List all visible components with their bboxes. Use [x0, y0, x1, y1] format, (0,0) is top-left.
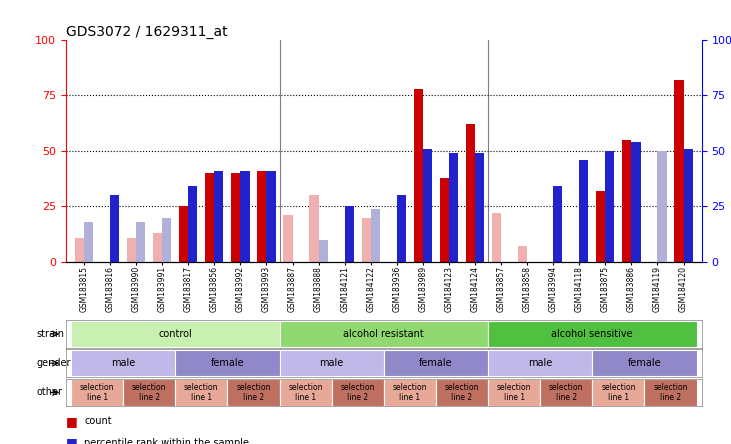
Bar [466, 124, 475, 262]
Bar [179, 206, 189, 262]
Bar [332, 379, 384, 406]
Bar [449, 153, 458, 262]
Bar [436, 379, 488, 406]
Bar [319, 240, 327, 262]
Bar [592, 379, 645, 406]
Bar [675, 80, 683, 262]
Text: selection
line 2: selection line 2 [132, 383, 167, 402]
Bar [414, 89, 423, 262]
Bar [488, 379, 540, 406]
Bar [592, 350, 697, 377]
Bar [71, 321, 279, 347]
Bar [279, 379, 332, 406]
Bar [488, 350, 592, 377]
Bar [553, 186, 562, 262]
Bar [214, 171, 224, 262]
Bar [153, 233, 162, 262]
Bar [240, 171, 249, 262]
Text: selection
line 2: selection line 2 [236, 383, 270, 402]
Bar [175, 379, 227, 406]
Bar [475, 153, 484, 262]
Text: ■: ■ [66, 415, 77, 428]
Bar [189, 186, 197, 262]
Text: alcohol sensitive: alcohol sensitive [551, 329, 633, 339]
Bar [645, 379, 697, 406]
Text: selection
line 1: selection line 1 [288, 383, 323, 402]
Bar [71, 379, 123, 406]
Bar [423, 149, 432, 262]
Text: female: female [211, 358, 244, 368]
Text: female: female [628, 358, 662, 368]
Bar [384, 350, 488, 377]
Text: ■: ■ [66, 436, 77, 444]
Bar [227, 379, 279, 406]
Text: male: male [528, 358, 553, 368]
Text: female: female [419, 358, 452, 368]
Bar [136, 222, 145, 262]
Bar [267, 171, 276, 262]
Text: selection
line 2: selection line 2 [444, 383, 480, 402]
Bar [345, 206, 354, 262]
Bar [488, 321, 697, 347]
Bar [205, 173, 214, 262]
Bar [84, 222, 93, 262]
Text: selection
line 2: selection line 2 [549, 383, 583, 402]
Bar [279, 350, 384, 377]
Bar [71, 350, 175, 377]
Bar [362, 218, 371, 262]
Bar [127, 238, 136, 262]
Bar [605, 151, 615, 262]
Text: alcohol resistant: alcohol resistant [344, 329, 424, 339]
Text: GDS3072 / 1629311_at: GDS3072 / 1629311_at [66, 25, 227, 39]
Bar [632, 142, 640, 262]
Bar [309, 195, 319, 262]
Bar [579, 160, 588, 262]
Bar [162, 218, 171, 262]
Bar [596, 191, 605, 262]
Bar [279, 321, 488, 347]
Text: selection
line 1: selection line 1 [601, 383, 635, 402]
Text: strain: strain [37, 329, 64, 339]
Bar [371, 209, 380, 262]
Bar [231, 173, 240, 262]
Text: selection
line 1: selection line 1 [80, 383, 114, 402]
Bar [540, 379, 592, 406]
Text: control: control [159, 329, 192, 339]
Bar [492, 213, 501, 262]
Text: selection
line 1: selection line 1 [184, 383, 219, 402]
Bar [257, 171, 267, 262]
Bar [440, 178, 449, 262]
Bar [110, 195, 119, 262]
Bar [397, 195, 406, 262]
Bar [518, 246, 527, 262]
Text: selection
line 1: selection line 1 [393, 383, 427, 402]
Bar [75, 238, 84, 262]
Text: selection
line 2: selection line 2 [654, 383, 688, 402]
Bar [683, 149, 693, 262]
Bar [622, 140, 632, 262]
Text: other: other [37, 388, 63, 397]
Bar [123, 379, 175, 406]
Bar [175, 350, 279, 377]
Text: gender: gender [37, 358, 71, 368]
Bar [384, 379, 436, 406]
Text: male: male [111, 358, 135, 368]
Bar [284, 215, 292, 262]
Text: count: count [84, 416, 112, 426]
Bar [657, 151, 667, 262]
Text: percentile rank within the sample: percentile rank within the sample [84, 438, 249, 444]
Text: male: male [319, 358, 344, 368]
Text: selection
line 2: selection line 2 [341, 383, 375, 402]
Text: selection
line 1: selection line 1 [497, 383, 531, 402]
